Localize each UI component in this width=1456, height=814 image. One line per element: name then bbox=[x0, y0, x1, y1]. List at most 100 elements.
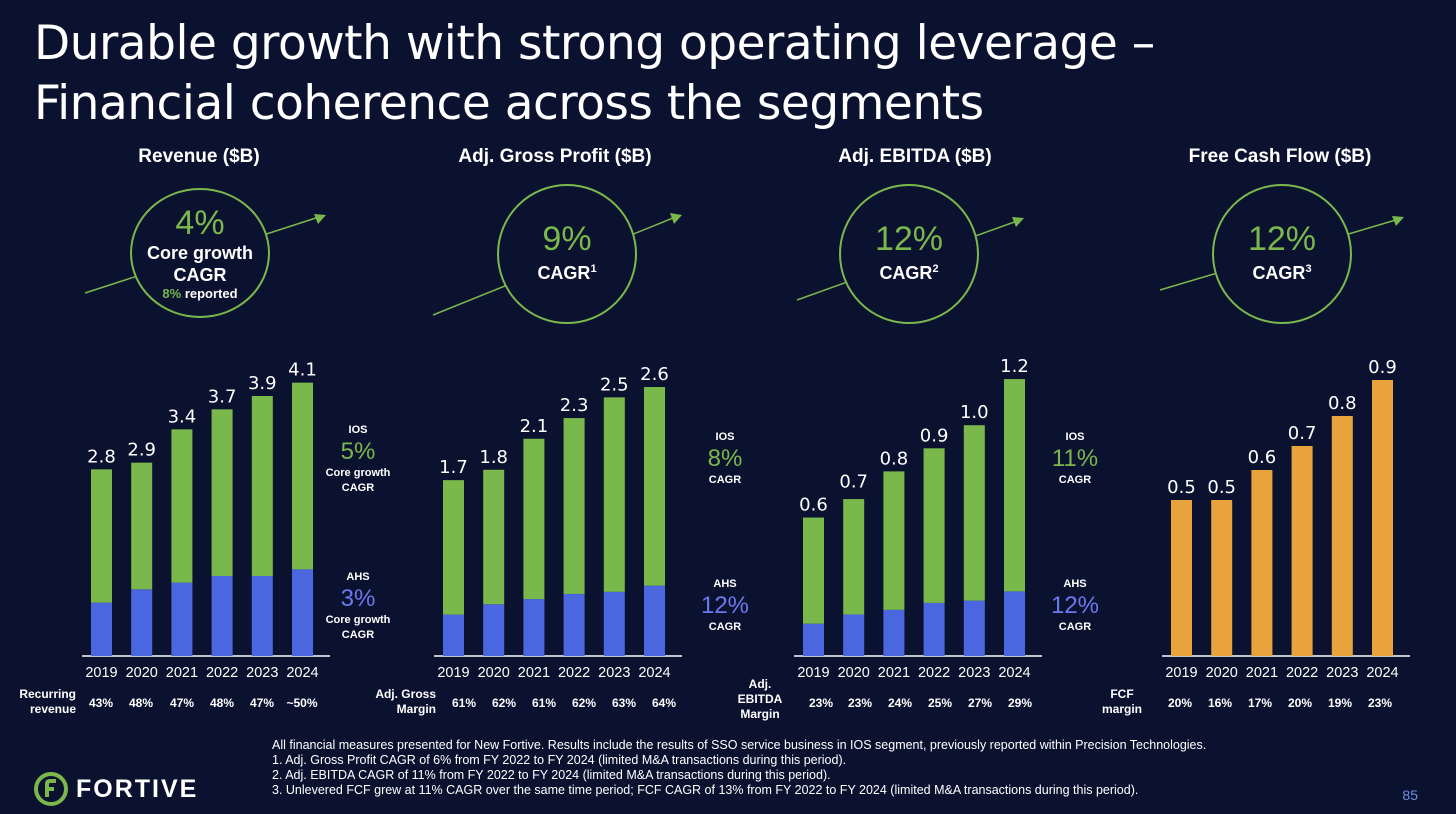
margin-label-line2: EBITDA bbox=[737, 692, 783, 706]
x-tick-label: 2020 bbox=[478, 665, 510, 680]
ahs-bar-2019 bbox=[803, 623, 824, 656]
bar-value-label: 2.5 bbox=[600, 374, 629, 395]
bar-value-label: 0.6 bbox=[799, 495, 828, 516]
ahs-bar-2023 bbox=[251, 576, 273, 656]
ios-bar-2020 bbox=[131, 462, 153, 590]
bar-value-label: 0.5 bbox=[1167, 477, 1196, 498]
ios-cagr-pct: 11% bbox=[1051, 445, 1099, 472]
margin-value: 47% bbox=[169, 696, 195, 710]
ahs-bar-2020 bbox=[843, 614, 865, 656]
ios-bar-2023 bbox=[963, 425, 985, 601]
margin-value: 61% bbox=[531, 696, 557, 710]
ios-bar-2024 bbox=[644, 387, 665, 586]
ahs-bar-2020 bbox=[483, 604, 505, 656]
ahs-cagr-pct: 12% bbox=[1050, 592, 1100, 619]
ios-bar-2020 bbox=[483, 469, 505, 605]
x-tick-label: 2019 bbox=[85, 665, 117, 680]
x-tick-label: 2024 bbox=[1366, 665, 1398, 680]
ios-bar-2024 bbox=[1004, 379, 1025, 592]
bar-value-label: 1.0 bbox=[960, 402, 989, 423]
ebitda-panel: Adj. EBITDA ($B) 12% CAGR2 0.6 2019 0.7 202… bbox=[738, 140, 1099, 730]
ahs-cagr-pct: 3% bbox=[340, 585, 376, 612]
ios-note-line1: CAGR bbox=[1058, 474, 1092, 486]
gross-profit-cagr-label: CAGR1 bbox=[499, 258, 635, 284]
ahs-bar-2019 bbox=[91, 602, 112, 656]
ahs-bar-2022 bbox=[563, 593, 585, 656]
gross-profit-ahs-note: AHS 12% CAGR bbox=[685, 577, 765, 635]
gross-profit-ios-note: IOS 8% CAGR bbox=[685, 430, 765, 488]
ahs-bar-2021 bbox=[171, 582, 193, 656]
fcf-margin-label: FCF margin bbox=[1094, 687, 1150, 717]
bar-value-label: 1.8 bbox=[479, 447, 508, 468]
fcf-bar-2020 bbox=[1211, 500, 1233, 656]
fcf-panel-title: Free Cash Flow ($B) bbox=[1188, 146, 1372, 167]
ios-bar-2021 bbox=[171, 429, 193, 583]
page-number: 85 bbox=[1402, 787, 1418, 803]
x-tick-label: 2023 bbox=[958, 665, 990, 680]
ios-cagr-pct: 5% bbox=[340, 438, 376, 465]
x-tick-label: 2021 bbox=[166, 665, 198, 680]
gross-profit-bar-chart: 1.7 2019 1.8 2020 2.1 2021 2.3 2022 2.5 2023 2.6 20… bbox=[434, 364, 682, 680]
fcf-bar-2024 bbox=[1372, 380, 1393, 656]
margin-value: 27% bbox=[967, 696, 993, 710]
x-tick-label: 2019 bbox=[437, 665, 469, 680]
x-tick-label: 2022 bbox=[558, 665, 590, 680]
revenue-ios-note: IOS 5% Core growth CAGR bbox=[308, 423, 408, 496]
bar-value-label: 1.7 bbox=[439, 457, 468, 478]
bar-value-label: 3.7 bbox=[208, 386, 237, 407]
fcf-panel: Free Cash Flow ($B) 12% CAGR3 0.5 2019 0.5… bbox=[1100, 140, 1450, 730]
margin-value: 48% bbox=[128, 696, 154, 710]
ios-note-line2: CAGR bbox=[341, 482, 375, 494]
bar-value-label: 2.3 bbox=[560, 395, 589, 416]
ebitda-margin-label: Adj. EBITDA Margin bbox=[720, 677, 800, 722]
footnote-2: 2. Adj. EBITDA CAGR of 11% from FY 2022 … bbox=[272, 768, 831, 782]
x-tick-label: 2024 bbox=[998, 665, 1030, 680]
gross-profit-cagr-pct: 9% bbox=[542, 220, 592, 258]
bar-value-label: 0.8 bbox=[880, 448, 909, 469]
bar-value-label: 2.8 bbox=[87, 446, 116, 467]
revenue-reported-note: 8% reported bbox=[132, 286, 268, 301]
ahs-note-line1: CAGR bbox=[708, 621, 742, 633]
x-tick-label: 2020 bbox=[838, 665, 870, 680]
x-tick-label: 2023 bbox=[246, 665, 278, 680]
margin-value: 16% bbox=[1207, 696, 1233, 710]
footnote-general: All financial measures presented for New… bbox=[272, 738, 1207, 752]
margin-value: 29% bbox=[1007, 696, 1033, 710]
fortive-logo: FORTIVE bbox=[34, 772, 198, 806]
bar-value-label: 3.9 bbox=[248, 373, 277, 394]
ahs-bar-2021 bbox=[523, 599, 545, 656]
margin-label-line1: FCF bbox=[1110, 687, 1134, 701]
bar-value-label: 2.9 bbox=[127, 440, 156, 461]
gross-margin-label: Adj. Gross Margin bbox=[350, 687, 436, 717]
bar-value-label: 0.7 bbox=[839, 471, 868, 492]
title-line-1: Durable growth with strong operating lev… bbox=[34, 16, 1155, 71]
margin-value: 23% bbox=[1367, 696, 1393, 710]
x-tick-label: 2022 bbox=[1286, 665, 1318, 680]
ebitda-cagr-label: CAGR2 bbox=[841, 258, 977, 284]
margin-label-line1: Adj. bbox=[748, 677, 772, 691]
margin-value: 23% bbox=[847, 696, 873, 710]
bar-value-label: 3.4 bbox=[168, 406, 197, 427]
bar-value-label: 1.2 bbox=[1000, 356, 1029, 377]
ios-bar-2019 bbox=[91, 469, 112, 603]
ios-note-line1: Core growth bbox=[325, 467, 391, 479]
fcf-cagr-bubble: 12% CAGR3 bbox=[1212, 184, 1352, 324]
margin-value: 20% bbox=[1167, 696, 1193, 710]
ebitda-bar-chart: 0.6 2019 0.7 2020 0.8 2021 0.9 2022 1.0 2023 1.2 20… bbox=[794, 356, 1042, 680]
x-tick-label: 2020 bbox=[1206, 665, 1238, 680]
margin-label-line1: Recurring bbox=[19, 687, 76, 701]
bar-value-label: 0.9 bbox=[920, 425, 949, 446]
ios-note-line1: CAGR bbox=[708, 474, 742, 486]
ios-label: IOS bbox=[1065, 431, 1085, 443]
ios-bar-2021 bbox=[523, 438, 545, 600]
margin-value: 62% bbox=[491, 696, 517, 710]
margin-value: 64% bbox=[651, 696, 677, 710]
ahs-label: AHS bbox=[346, 571, 370, 583]
x-tick-label: 2023 bbox=[1326, 665, 1358, 680]
margin-value: 43% bbox=[88, 696, 114, 710]
revenue-cagr-pct: 4% bbox=[175, 204, 225, 242]
x-tick-label: 2022 bbox=[918, 665, 950, 680]
margin-value: 19% bbox=[1327, 696, 1353, 710]
bar-value-label: 4.1 bbox=[288, 360, 317, 381]
ahs-bar-2023 bbox=[603, 591, 625, 656]
